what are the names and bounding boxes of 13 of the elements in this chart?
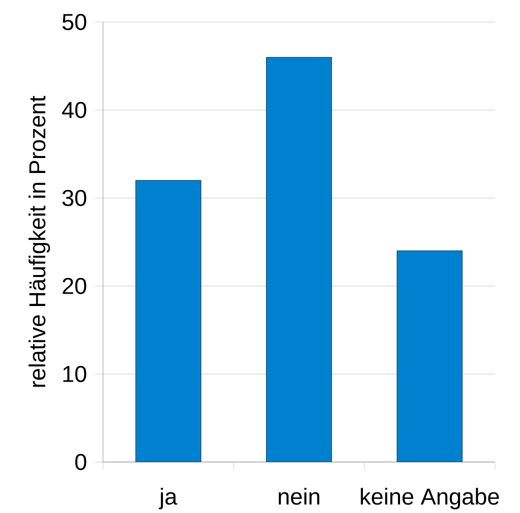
x-tick-label: ja (158, 488, 178, 510)
x-tick-label: keine Angabe (360, 488, 499, 510)
y-tick-label: 0 (75, 454, 86, 470)
bar (135, 180, 202, 462)
y-tick-label: 40 (62, 102, 86, 118)
y-tick-label: 50 (62, 14, 86, 30)
y-tick-label: 30 (62, 190, 86, 206)
x-tick-label: nein (278, 488, 320, 505)
bar (396, 250, 463, 462)
y-axis-title: relative Häufigkeit in Prozent (28, 96, 50, 387)
y-tick-label: 20 (62, 278, 86, 294)
y-tick-label: 10 (63, 366, 86, 382)
bar (266, 57, 332, 462)
